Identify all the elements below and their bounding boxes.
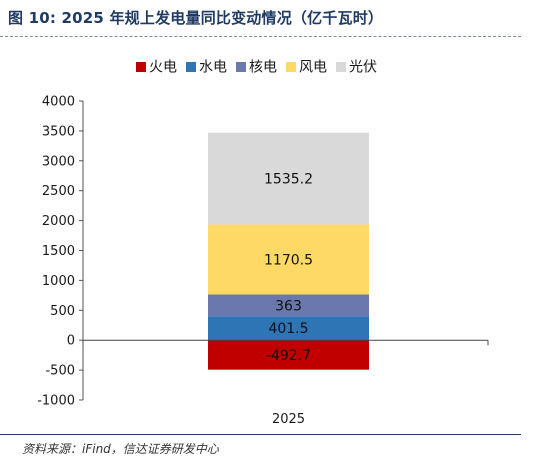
y-tick-label: 2000 bbox=[42, 214, 75, 229]
data-label-3: 363 bbox=[275, 298, 302, 314]
data-labels: -492.7 401.5 363 1170.5 1535.2 bbox=[264, 172, 313, 364]
x-axis: 2025 bbox=[82, 339, 489, 427]
footer-divider bbox=[0, 434, 521, 435]
title-bar: 图 10: 2025 年规上发电量同比变动情况（亿千瓦时） bbox=[0, 0, 533, 38]
legend: 火电 水电 核电 风电 光伏 bbox=[136, 60, 377, 76]
bar-segment-5 bbox=[208, 132, 369, 225]
source-note: 资料来源：iFind，信达证券研发中心 bbox=[22, 442, 219, 456]
data-label-5: 1535.2 bbox=[264, 172, 313, 188]
legend-label-5: 光伏 bbox=[349, 60, 377, 76]
legend-swatch-4 bbox=[286, 62, 296, 72]
y-tick-label: 0 bbox=[67, 334, 75, 349]
legend-label-4: 风电 bbox=[299, 60, 327, 76]
bar-segment-4 bbox=[208, 224, 369, 295]
legend-swatch-2 bbox=[186, 62, 196, 72]
legend-swatch-3 bbox=[236, 62, 246, 72]
title-divider bbox=[0, 36, 521, 37]
y-tick-label: 1500 bbox=[42, 244, 75, 259]
bar-segment-3 bbox=[208, 294, 369, 317]
bar-segment-1 bbox=[208, 340, 369, 370]
legend-label-3: 核电 bbox=[249, 60, 277, 76]
y-tick-label: 4000 bbox=[42, 95, 75, 110]
legend-swatch-5 bbox=[336, 62, 346, 72]
y-tick-label: 2500 bbox=[42, 184, 75, 199]
y-axis: 4000 3500 3000 2500 2000 1500 1000 500 0 -500 -100… bbox=[37, 95, 84, 409]
legend-label-1: 火电 bbox=[149, 60, 177, 76]
y-tick-label: 3000 bbox=[42, 154, 75, 169]
bar-segment-2 bbox=[208, 316, 369, 341]
bars bbox=[208, 132, 369, 370]
data-label-2: 401.5 bbox=[268, 321, 308, 337]
data-label-1: -492.7 bbox=[266, 348, 311, 364]
y-tick-label: -500 bbox=[45, 364, 75, 379]
legend-swatch-1 bbox=[136, 62, 146, 72]
data-label-4: 1170.5 bbox=[264, 252, 313, 268]
y-tick-label: 1000 bbox=[42, 274, 75, 289]
stacked-bar-chart: 火电 水电 核电 风电 光伏 4000 3500 3000 2500 2000 1500 1000 5… bbox=[37, 60, 489, 427]
y-tick-label: 3500 bbox=[42, 124, 75, 139]
y-tick-label: 500 bbox=[50, 304, 75, 319]
y-tick-label: -1000 bbox=[37, 394, 75, 409]
legend-label-2: 水电 bbox=[199, 60, 227, 76]
x-category-label: 2025 bbox=[272, 412, 305, 427]
figure-title: 图 10: 2025 年规上发电量同比变动情况（亿千瓦时） bbox=[8, 9, 384, 27]
